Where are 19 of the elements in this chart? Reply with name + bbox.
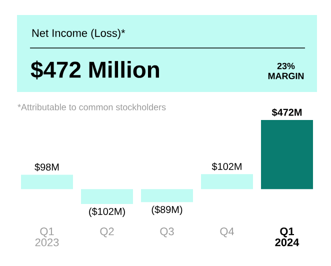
data-label: $472M xyxy=(272,108,302,116)
data-label: ($102M) xyxy=(89,208,125,217)
data-label: ($89M) xyxy=(152,206,182,216)
x-tick-label: Q2 xyxy=(100,228,114,238)
data-label: $102M xyxy=(212,162,242,171)
x-tick-label: Q1 2023 xyxy=(35,228,59,246)
x-tick-label: Q1 2024 xyxy=(275,228,300,246)
text: 23% MARGIN xyxy=(268,62,304,80)
bar xyxy=(261,120,314,190)
text: *Attributable to common stockholders xyxy=(18,104,166,110)
chart-subtitle: $472 Million xyxy=(30,60,159,80)
bar xyxy=(81,189,133,204)
bar xyxy=(21,174,73,190)
chart-title: Net Income (Loss)* xyxy=(32,28,126,40)
bar xyxy=(141,189,194,202)
x-tick-label: Q4 xyxy=(220,228,234,238)
data-label: $98M xyxy=(34,163,59,172)
x-tick-label: Q3 xyxy=(160,228,174,238)
bar xyxy=(201,174,254,190)
